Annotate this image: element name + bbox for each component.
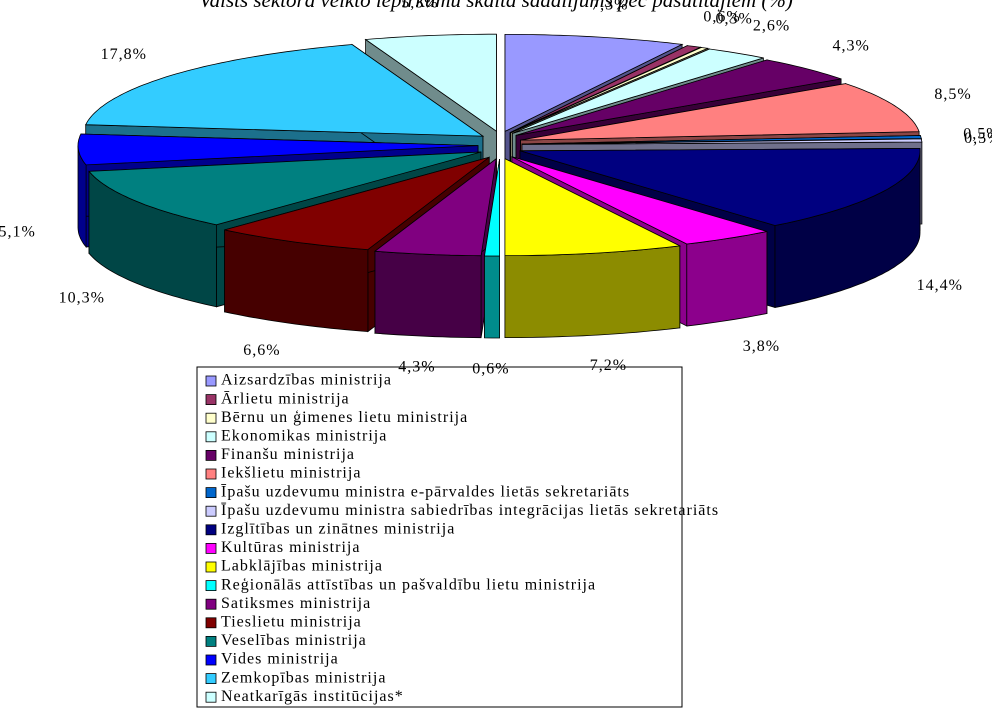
legend-label: Zemkopības ministrija xyxy=(221,669,386,686)
data-label: 0,6% xyxy=(472,361,509,378)
slice-wall xyxy=(686,231,768,327)
slice xyxy=(504,157,682,338)
legend-label: Tieslietu ministrija xyxy=(221,613,362,630)
data-label: 2,6% xyxy=(753,17,790,34)
slice-top xyxy=(85,44,485,137)
legend-swatch xyxy=(205,580,217,591)
slice-wall xyxy=(484,255,500,339)
slice-top xyxy=(521,138,923,145)
data-label: 0,6% xyxy=(703,9,740,26)
legend-label: Neatkarīgās institūcijas* xyxy=(221,688,404,705)
legend-label: Labklājības ministrija xyxy=(221,558,383,575)
data-label: 5,3% xyxy=(401,0,438,12)
slice-wall xyxy=(374,250,482,339)
slice-top xyxy=(511,156,768,245)
slice-top xyxy=(88,151,482,226)
legend-swatch xyxy=(205,375,217,387)
legend-label: Veselības ministrija xyxy=(221,632,367,649)
legend-label: Finanšu ministrija xyxy=(221,446,355,463)
legend-swatch xyxy=(205,654,217,666)
slice-top xyxy=(224,156,490,251)
legend-label: Īpašu uzdevumu ministra e-pārvaldes liet… xyxy=(221,483,630,500)
legend-swatch xyxy=(205,636,217,647)
legend-swatch xyxy=(205,617,217,629)
data-label: 7,3% xyxy=(591,0,628,13)
legend-label: Izglītības un zinātnes ministrija xyxy=(221,520,455,537)
data-label: 10,3% xyxy=(59,289,105,306)
legend-label: Bērnu un ģimenes lietu ministrija xyxy=(221,409,468,426)
legend-swatch xyxy=(205,561,217,573)
legend-swatch xyxy=(205,524,217,536)
legend-label: Vides ministrija xyxy=(221,651,339,668)
legend-swatch xyxy=(205,691,217,703)
slice-top xyxy=(509,45,703,133)
data-label: 3,8% xyxy=(743,338,780,355)
legend-swatch xyxy=(205,431,217,443)
slice-top xyxy=(504,157,682,256)
data-label: 0,5% xyxy=(963,125,992,142)
slice-top xyxy=(77,133,479,166)
legend-swatch xyxy=(205,412,217,424)
legend-swatch xyxy=(205,505,217,517)
slice-top xyxy=(484,158,500,257)
slice-top xyxy=(521,135,922,145)
data-label: 8,5% xyxy=(934,86,971,103)
legend-box xyxy=(196,366,683,708)
data-label: 0,3% xyxy=(715,11,752,28)
legend-swatch xyxy=(205,598,217,610)
data-label: 4,3% xyxy=(398,359,435,376)
data-label: 14,4% xyxy=(917,277,963,294)
legend-label: Ārlietu ministrija xyxy=(221,390,350,407)
legend-swatch xyxy=(205,673,217,684)
legend-swatch xyxy=(205,394,217,406)
legend-label: Satiksmes ministrija xyxy=(221,595,371,612)
legend-swatch xyxy=(205,449,217,461)
legend-swatch xyxy=(205,487,217,499)
slice-top xyxy=(519,147,921,226)
data-label: 5,1% xyxy=(0,224,36,241)
data-label: 7,2% xyxy=(590,357,627,374)
data-label: 6,6% xyxy=(243,342,280,359)
chart-title: Valsts sektorā veikto iepirkumu skaita s… xyxy=(199,0,793,12)
slice-top xyxy=(364,33,497,132)
slice-top xyxy=(504,34,684,133)
data-label: 4,3% xyxy=(833,37,870,54)
legend-swatch xyxy=(205,543,217,554)
slice xyxy=(484,158,500,339)
legend-label: Ekonomikas ministrija xyxy=(221,427,387,444)
data-label: 0,5% xyxy=(964,130,992,147)
legend-label: Iekšlietu ministrija xyxy=(221,465,361,482)
legend-label: Aizsardzības ministrija xyxy=(221,372,392,389)
slice-wall xyxy=(504,245,681,338)
slice-top xyxy=(515,59,842,136)
legend-label: Reģionālās attīstības un pašvaldību liet… xyxy=(221,576,596,593)
legend-label: Īpašu uzdevumu ministra sabiedrības inte… xyxy=(221,502,719,519)
data-label: 17,8% xyxy=(101,46,147,63)
legend-swatch xyxy=(205,468,217,480)
slice-top xyxy=(512,48,764,134)
legend-label: Kultūras ministrija xyxy=(221,539,360,556)
slice-top xyxy=(510,47,710,134)
slice-top xyxy=(373,157,497,257)
slice-top xyxy=(520,83,920,141)
